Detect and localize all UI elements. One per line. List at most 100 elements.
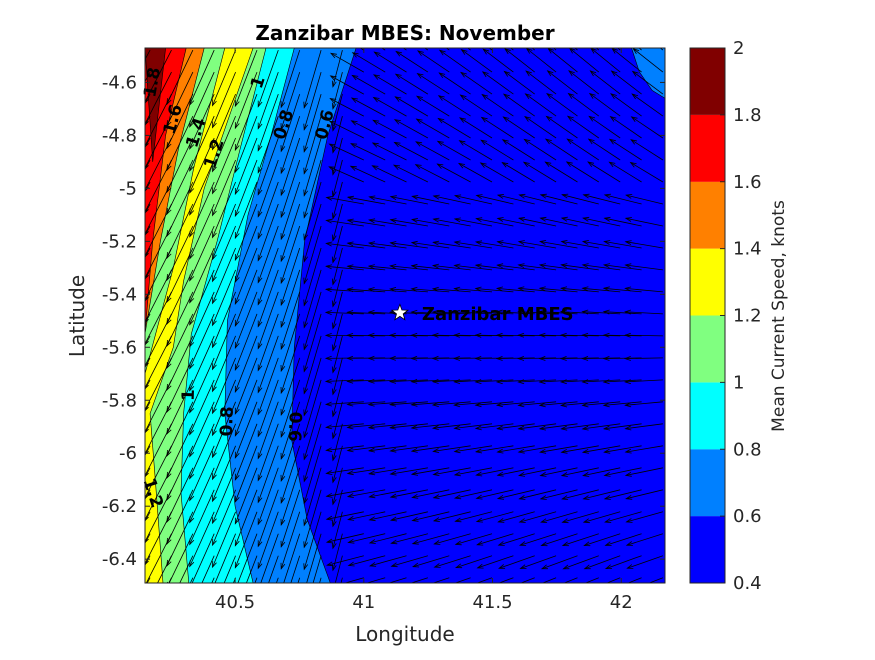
vector-arrowhead bbox=[280, 342, 286, 351]
vector-arrowhead bbox=[257, 386, 263, 394]
contour-label: 0.6 bbox=[284, 411, 305, 442]
vector-arrowhead bbox=[122, 119, 127, 125]
vector-arrow bbox=[524, 116, 557, 139]
vector-arrow bbox=[561, 401, 599, 406]
vector-arrowhead bbox=[329, 75, 337, 81]
vector-arrow bbox=[166, 423, 194, 479]
vector-arrowhead bbox=[559, 356, 567, 361]
vector-arrowhead bbox=[145, 119, 149, 126]
vector-arrowhead bbox=[540, 541, 548, 547]
vector-arrowhead bbox=[479, 162, 487, 168]
vector-arrowhead bbox=[280, 474, 286, 483]
vector-arrowhead bbox=[373, 74, 380, 80]
vector-arrow bbox=[166, 247, 194, 303]
vector-arrow bbox=[303, 335, 322, 394]
vector-arrow bbox=[303, 291, 322, 350]
vector-arrow bbox=[394, 119, 429, 139]
vector-arrow bbox=[234, 49, 258, 107]
vector-arrowhead bbox=[388, 378, 397, 384]
vector-arrow bbox=[326, 220, 364, 227]
vector-arrow bbox=[257, 467, 279, 525]
vector-arrowhead bbox=[453, 425, 461, 431]
vector-arrow bbox=[332, 423, 343, 461]
vector-arrow bbox=[303, 225, 322, 284]
station-marker: Zanzibar MBES bbox=[390, 303, 574, 325]
vector-arrow bbox=[234, 335, 258, 393]
vector-arrowhead bbox=[189, 98, 195, 106]
vector-arrowhead bbox=[566, 115, 574, 122]
vector-arrow bbox=[631, 116, 664, 139]
vector-arrowhead bbox=[581, 379, 589, 385]
vector-arrow bbox=[411, 311, 450, 315]
vector-arrow bbox=[212, 269, 236, 326]
vector-arrowhead bbox=[501, 162, 509, 168]
vector-arrowhead bbox=[234, 165, 240, 174]
vector-arrowhead bbox=[581, 425, 589, 431]
vector-arrowhead bbox=[411, 195, 419, 200]
vector-arrowhead bbox=[371, 165, 379, 171]
vector-arrowhead bbox=[367, 355, 375, 361]
vector-arrow bbox=[561, 287, 599, 293]
vector-arrowhead bbox=[602, 309, 610, 315]
vector-arrowhead bbox=[332, 586, 336, 592]
vector-arrowhead bbox=[394, 96, 402, 102]
colorbar-swatch bbox=[690, 181, 725, 249]
vector-arrowhead bbox=[212, 561, 217, 569]
vector-arrowhead bbox=[502, 116, 510, 123]
vector-arrowhead bbox=[476, 540, 484, 546]
vector-arrow bbox=[433, 195, 471, 205]
vector-arrowhead bbox=[212, 495, 217, 503]
vector-arrow bbox=[519, 533, 557, 546]
vector-arrowhead bbox=[372, 96, 380, 103]
y-tick-label: -4.8 bbox=[102, 125, 137, 146]
vector-arrowhead bbox=[213, 627, 217, 633]
vector-arrow bbox=[603, 401, 642, 406]
vector-arrowhead bbox=[539, 472, 547, 477]
vector-arrowhead bbox=[542, 588, 548, 592]
vector-arrow bbox=[411, 379, 450, 383]
vector-arrow bbox=[212, 137, 236, 194]
vector-arrowhead bbox=[538, 332, 546, 338]
vector-arrowhead bbox=[234, 209, 240, 218]
vector-arrowhead bbox=[629, 161, 637, 168]
vector-arrow bbox=[168, 577, 172, 583]
vector-arrow bbox=[303, 115, 322, 174]
vector-arrowhead bbox=[325, 447, 333, 453]
vector-arrow bbox=[166, 93, 194, 149]
vector-arrowhead bbox=[257, 100, 263, 108]
vector-arrowhead bbox=[166, 427, 172, 435]
vector-arrowhead bbox=[303, 321, 309, 329]
vector-arrowhead bbox=[613, 26, 619, 31]
vector-arrowhead bbox=[145, 317, 149, 324]
vector-arrowhead bbox=[624, 379, 632, 385]
vector-arrowhead bbox=[368, 470, 376, 476]
vector-arrowhead bbox=[560, 448, 568, 454]
vector-arrow bbox=[659, 48, 664, 51]
vector-arrow bbox=[280, 71, 301, 130]
vector-arrow bbox=[369, 555, 407, 567]
vector-arrowhead bbox=[415, 141, 423, 147]
vector-arrow bbox=[391, 533, 429, 544]
vector-arrow bbox=[347, 196, 386, 205]
x-axis-label: Longitude bbox=[355, 622, 454, 646]
vector-arrow bbox=[455, 511, 493, 522]
vector-arrowhead bbox=[189, 450, 195, 458]
vector-arrowhead bbox=[367, 332, 375, 338]
vector-arrowhead bbox=[347, 561, 355, 567]
vector-arrow bbox=[539, 334, 578, 337]
vector-arrowhead bbox=[122, 97, 127, 103]
vector-arrowhead bbox=[212, 165, 217, 173]
vector-arrow bbox=[312, 555, 322, 583]
vector-arrow bbox=[372, 165, 407, 183]
plot-area: 1.81.61.41.210.8 0.610.8 0.61.2 Zanzibar M… bbox=[122, 26, 666, 633]
vector-arrowhead bbox=[190, 627, 194, 633]
vector-arrow bbox=[454, 311, 493, 315]
vector-arrow bbox=[280, 203, 301, 262]
vector-arrow bbox=[411, 265, 450, 271]
vector-arrowhead bbox=[368, 562, 377, 567]
vector-arrowhead bbox=[454, 517, 462, 523]
vector-arrowhead bbox=[325, 218, 333, 224]
vector-arrow bbox=[433, 511, 471, 522]
vector-arrow bbox=[604, 489, 642, 500]
vector-arrowhead bbox=[332, 608, 336, 614]
